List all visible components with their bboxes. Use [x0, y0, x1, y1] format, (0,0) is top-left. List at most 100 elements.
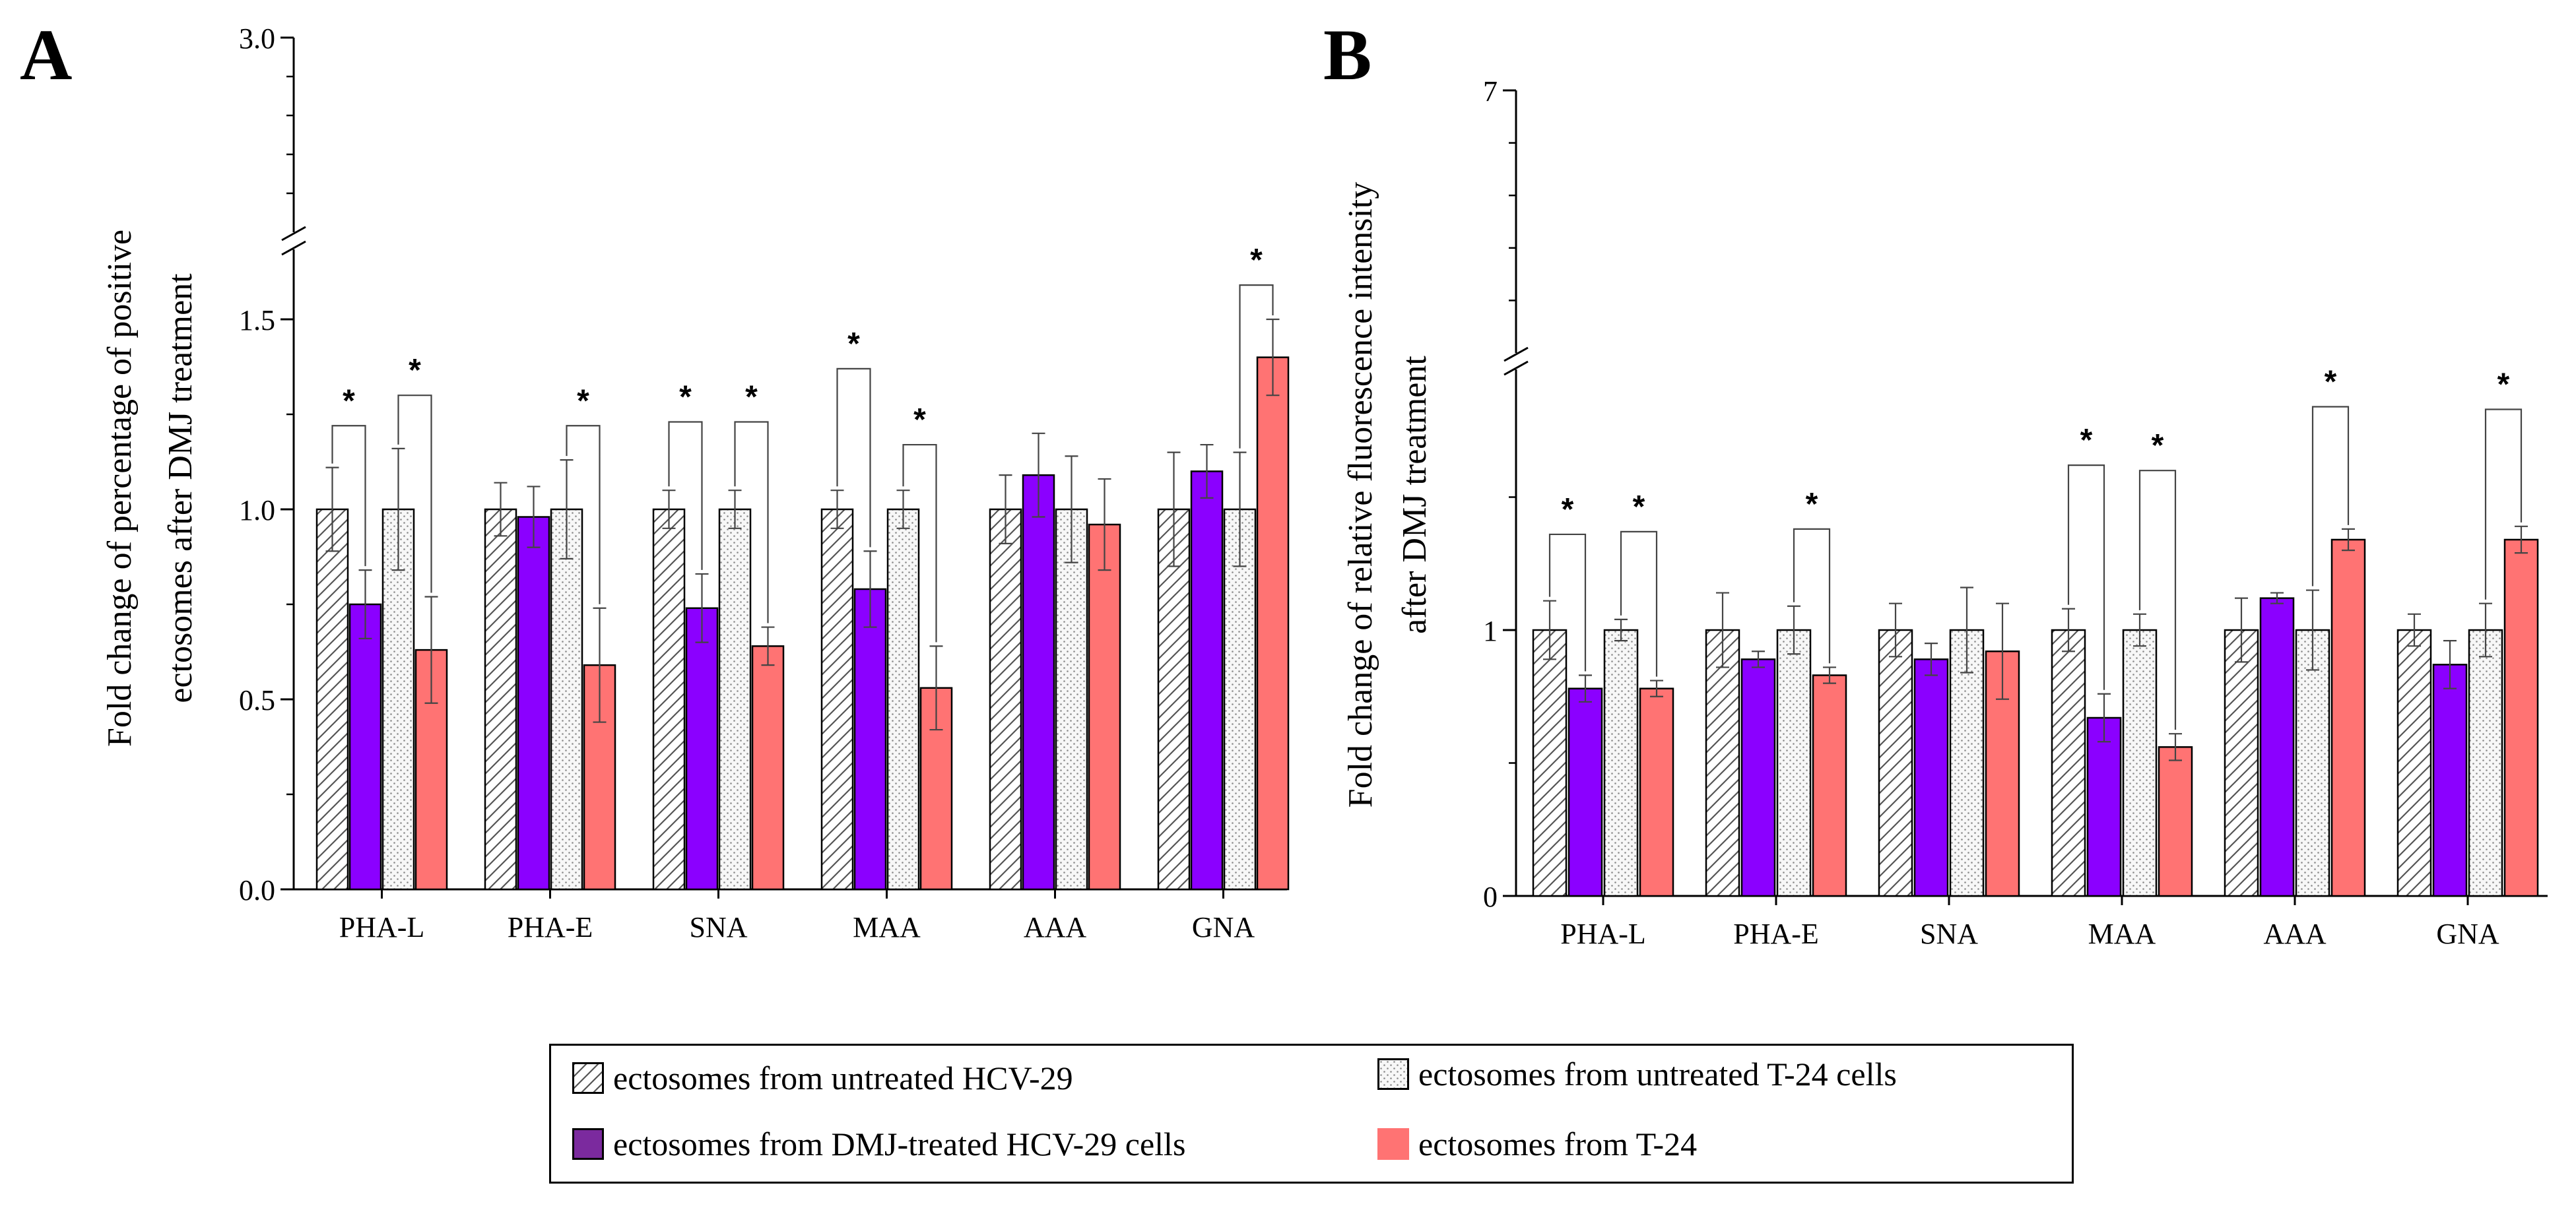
error-bar: [2062, 608, 2075, 652]
error-bar: [1716, 592, 1729, 668]
x-tick-label: PHA-E: [1733, 918, 1819, 950]
significance-bracket: *: [397, 353, 432, 593]
legend-label: ectosomes from DMJ-treated HCV-29 cells: [613, 1126, 1186, 1162]
x-tick-label: PHA-L: [339, 911, 425, 943]
significance-star: *: [2325, 364, 2337, 399]
error-bar: [896, 490, 910, 529]
error-bar: [1787, 605, 1800, 655]
error-bar: [2235, 597, 2248, 663]
bar-group-gna: [2396, 525, 2539, 897]
bar: [2051, 629, 2086, 897]
error-bar: [2342, 528, 2355, 552]
error-bar: [1167, 451, 1181, 567]
significance-star: *: [913, 402, 926, 437]
legend-item-t24: ectosomes from T-24: [1377, 1125, 1697, 1163]
error-bar: [391, 447, 405, 571]
error-bar: [2133, 613, 2146, 647]
significance-bracket: *: [2138, 428, 2177, 730]
y-tick-label: 0: [1483, 881, 1498, 913]
y-tick-label: 1.5: [239, 304, 275, 336]
chart-canvas: 0.0 0.5 1.0 1.5 3.0 PHA-L PHA-E SNA MAA AAA GNA * * *…: [101, 22, 2548, 950]
significance-bracket: *: [1548, 492, 1587, 672]
significance-bracket: *: [331, 383, 366, 567]
panel-b-letter: B: [1323, 15, 1372, 95]
bar: [2259, 597, 2295, 897]
legend: ectosomes from untreated HCV-29 ectosome…: [549, 1044, 2074, 1184]
significance-bracket: *: [1793, 487, 1831, 664]
error-bar: [494, 482, 508, 537]
bar: [2330, 538, 2366, 897]
bar: [1568, 687, 1603, 897]
bar-group-pha-l: [1532, 600, 1674, 897]
x-tick-label: SNA: [689, 911, 747, 943]
bar: [348, 603, 382, 891]
bar: [550, 508, 583, 891]
bar: [2122, 629, 2158, 897]
bar-group-pha-e: [1705, 592, 1847, 897]
bar: [1705, 629, 1740, 897]
error-bar: [929, 645, 943, 731]
significance-star: *: [2152, 428, 2164, 463]
bar-group-pha-l: [315, 447, 448, 891]
bar: [1740, 658, 1776, 897]
axes: 0 1 7: [1483, 75, 2548, 913]
bar: [2503, 538, 2539, 897]
error-bar: [2306, 589, 2319, 671]
bar: [886, 508, 920, 891]
error-bar: [1233, 451, 1247, 567]
bar: [1532, 629, 1568, 897]
error-bar: [1065, 455, 1078, 563]
panel-a-letter: A: [20, 15, 73, 95]
error-bar: [358, 569, 372, 639]
significance-star: *: [847, 327, 860, 362]
error-bar: [2270, 592, 2284, 604]
error-bar: [2515, 525, 2528, 554]
bar: [652, 508, 686, 891]
error-bar: [728, 490, 742, 529]
bar: [1776, 629, 1812, 897]
panel-b-y-axis-label-line2: after DMJ treatment: [1396, 356, 1434, 634]
error-bar: [527, 486, 541, 548]
error-bar: [863, 550, 877, 628]
bar: [2295, 629, 2330, 897]
bar: [820, 508, 854, 891]
legend-label: ectosomes from T-24: [1418, 1126, 1698, 1162]
bar: [1913, 658, 1949, 897]
error-bar: [1752, 651, 1765, 668]
bar: [751, 645, 785, 891]
bar-group-gna: [1157, 318, 1290, 891]
significance-star: *: [745, 380, 758, 415]
bar: [1603, 629, 1639, 897]
panel-a-y-axis-label: Fold change of percentage of positive: [101, 230, 139, 747]
bar: [1088, 523, 1121, 891]
bar: [2396, 629, 2432, 897]
red-swatch-icon: [1377, 1128, 1409, 1160]
bar-group-maa: [2051, 608, 2193, 897]
bar-group-aaa: [989, 432, 1121, 891]
significance-star: *: [679, 380, 692, 415]
error-bar: [662, 490, 676, 529]
error-bar: [2097, 693, 2111, 743]
bar: [484, 508, 517, 891]
bar-group-pha-e: [484, 459, 616, 891]
x-tick-label: GNA: [2436, 918, 2499, 950]
error-bar: [1200, 443, 1214, 499]
panel-a-y-axis-label-line2: ectosomes after DMJ treatment: [162, 273, 199, 703]
significance-bracket: *: [1239, 243, 1274, 449]
error-bar: [999, 474, 1012, 544]
significance-star: *: [2080, 423, 2093, 458]
bar: [381, 508, 415, 891]
significance-star: *: [1562, 492, 1574, 527]
bar: [2086, 716, 2122, 897]
error-bar: [1650, 680, 1663, 697]
error-bar: [1925, 643, 1938, 676]
y-tick-label: 3.0: [239, 22, 275, 55]
y-tick-label: 7: [1483, 75, 1498, 108]
bar: [1190, 470, 1224, 891]
x-tick-label: MAA: [853, 911, 921, 943]
error-bar: [1960, 587, 1973, 674]
legend-item-untreated-t24: ectosomes from untreated T-24 cells: [1377, 1055, 1897, 1093]
x-tick-label: AAA: [2263, 918, 2327, 950]
bar-group-sna: [1878, 587, 2020, 897]
x-tick-label: AAA: [1024, 911, 1087, 943]
